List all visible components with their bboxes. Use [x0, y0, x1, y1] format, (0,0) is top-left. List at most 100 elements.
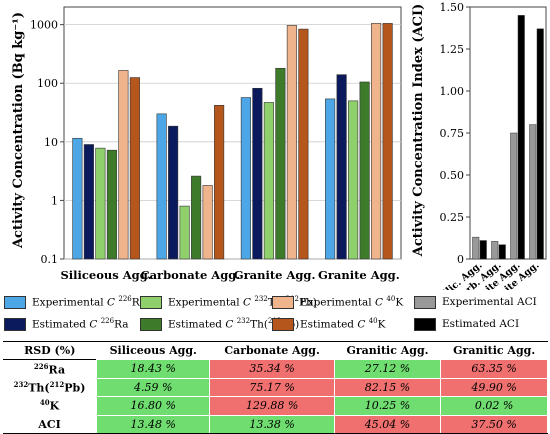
y-tick-label: 1000	[30, 19, 58, 32]
y-tick-label: 0	[457, 253, 464, 266]
bar	[298, 28, 309, 260]
table-cell: 45.04 %	[333, 414, 442, 434]
bar	[286, 25, 297, 260]
bar	[517, 15, 525, 260]
legend-label: Estimated C 226Ra	[32, 317, 129, 331]
table-row: 226Ra 18.43 % 35.34 % 27.12 % 63.35 %	[3, 359, 548, 379]
bar	[382, 23, 393, 260]
header-siliceous: Siliceous Agg.	[109, 344, 197, 357]
bar	[252, 87, 263, 260]
legend-label: Experimental C 226Ra	[32, 295, 147, 309]
table-cell: 10.25 %	[333, 396, 442, 416]
x-category-label: Carbonate Agg.	[140, 268, 240, 282]
bar	[275, 67, 286, 260]
row-label: 40K	[39, 398, 60, 414]
table-cell: 18.43 %	[95, 359, 211, 379]
legend-item: Estimated ACI	[414, 316, 519, 332]
bar	[202, 185, 213, 260]
bar	[472, 236, 480, 260]
bar	[325, 98, 336, 260]
row-label: 232Th(212Pb)	[13, 379, 86, 395]
bar	[106, 149, 117, 260]
legend-label: Experimental C 40K	[300, 295, 404, 309]
y-tick-label: 1.00	[440, 85, 465, 98]
y-tick-label: 10	[44, 136, 58, 149]
bar	[156, 113, 167, 260]
table-header-row: RSD (%) Siliceous Agg. Carbonate Agg. Gr…	[3, 341, 548, 360]
aci-chart: Activity Concentration Index (ACI) 0 0.25…	[411, 1, 547, 290]
bar	[129, 77, 140, 260]
row-label: ACI	[3, 415, 97, 434]
y-axis-label: Activity Concentration Index (ACI)	[411, 4, 426, 257]
bar	[214, 105, 225, 260]
x-category-label: Granite Agg.	[318, 268, 400, 282]
table-cell: 16.80 %	[95, 396, 211, 416]
y-tick-label: 0.1	[41, 253, 59, 266]
legend-item: Experimental ACI	[414, 294, 537, 310]
header-granitic-2: Granitic Agg.	[453, 344, 536, 357]
rsd-table: RSD (%) Siliceous Agg. Carbonate Agg. Gr…	[3, 341, 548, 434]
table-cell: 4.59 %	[95, 377, 211, 397]
header-carbonate: Carbonate Agg.	[224, 344, 320, 357]
y-tick-label: 1	[51, 194, 58, 207]
y-tick-label: 0.75	[440, 127, 465, 140]
bar	[479, 240, 487, 260]
table-cell: 35.34 %	[209, 359, 335, 379]
legend-swatch	[414, 317, 436, 331]
table-cell: 37.50 %	[440, 414, 548, 434]
bar	[348, 100, 359, 260]
table-cell: 27.12 %	[333, 359, 442, 379]
table-row: 232Th(212Pb) 4.59 % 75.17 % 82.15 % 49.90 %	[3, 377, 548, 397]
bar	[491, 241, 499, 260]
bar	[72, 137, 83, 260]
bar	[179, 205, 190, 260]
bar	[359, 81, 370, 260]
bar	[510, 132, 518, 260]
bar	[371, 23, 382, 260]
table-row: 40K 16.80 % 129.88 % 10.25 % 0.02 %	[3, 396, 548, 416]
bar	[536, 28, 544, 260]
table-cell: 49.90 %	[440, 377, 548, 397]
table-cell: 129.88 %	[209, 396, 335, 416]
table-cell: 13.38 %	[209, 414, 335, 434]
table-cell: 13.48 %	[95, 414, 211, 434]
y-axis-label: Activity Concentration (Bq kg⁻¹)	[11, 12, 26, 249]
bar	[336, 74, 347, 260]
x-category-label: Granite Agg.	[234, 268, 316, 282]
table-cell: 63.35 %	[440, 359, 548, 379]
bar	[498, 244, 506, 260]
bar	[168, 125, 179, 260]
legend-item: Experimental C 40K	[272, 294, 403, 310]
table-cell: 82.15 %	[333, 377, 442, 397]
bar	[263, 102, 274, 260]
row-label: 226Ra	[33, 361, 66, 377]
table-cell: 75.17 %	[209, 377, 335, 397]
legend-label: Experimental ACI	[442, 296, 537, 308]
bar	[191, 175, 202, 260]
legend-swatch	[4, 295, 26, 309]
y-tick-label: 100	[37, 77, 58, 90]
legend-swatch	[414, 295, 436, 309]
legend-swatch	[140, 317, 162, 331]
bar	[95, 147, 106, 260]
legend-item: Estimated C 40K	[272, 316, 386, 332]
y-tick-label: 1.25	[440, 43, 465, 56]
bar	[240, 97, 251, 260]
y-tick-label: 1.50	[440, 1, 465, 14]
table-cell: 0.02 %	[440, 396, 548, 416]
legend-label: Estimated ACI	[442, 318, 520, 330]
legend-swatch	[272, 317, 294, 331]
y-tick-label: 0.25	[440, 211, 465, 224]
table-row: ACI 13.48 % 13.38 % 45.04 % 37.50 %	[3, 414, 548, 434]
header-rsd: RSD (%)	[24, 344, 76, 357]
x-category-label: Siliceous Agg.	[61, 268, 152, 282]
legend-item: Estimated C 226Ra	[4, 316, 129, 332]
legend-swatch	[272, 295, 294, 309]
bar	[83, 144, 94, 260]
bar	[529, 124, 537, 260]
y-tick-label: 0.50	[440, 169, 465, 182]
header-granitic-1: Granitic Agg.	[346, 344, 429, 357]
legend-label: Estimated C 40K	[300, 317, 386, 331]
legend-item: Experimental C 226Ra	[4, 294, 146, 310]
